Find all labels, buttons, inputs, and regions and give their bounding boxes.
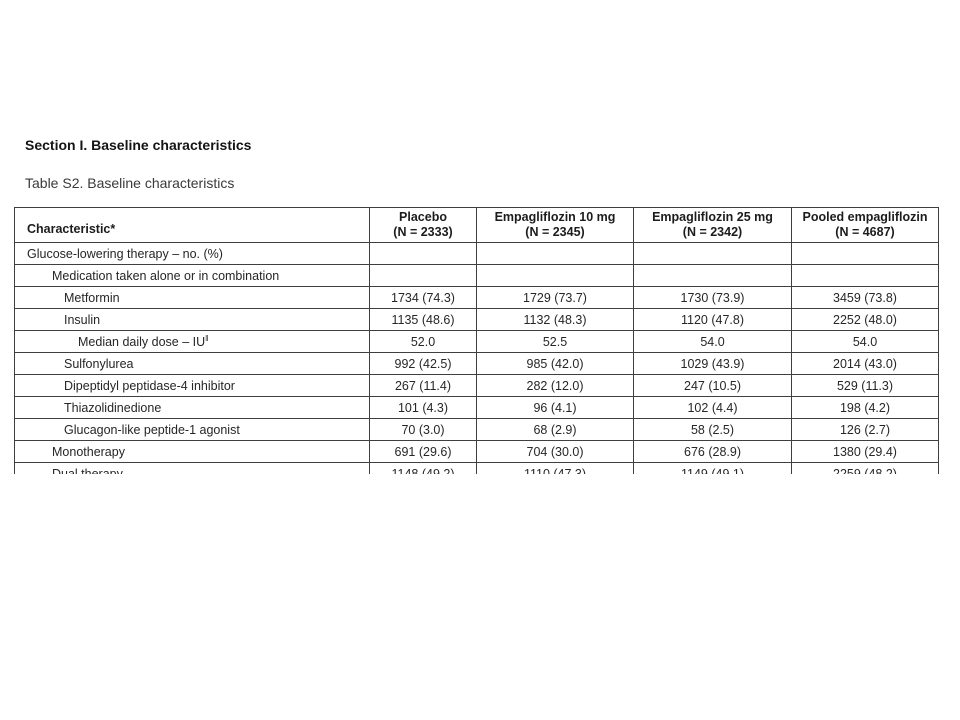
- value-cell: 54.0: [791, 330, 939, 353]
- value-cell: 1734 (74.3): [369, 286, 477, 309]
- value-cell: 1380 (29.4): [791, 440, 939, 463]
- footnote-marker: ‖: [205, 333, 209, 343]
- column-header-placebo: Placebo (N = 2333): [369, 207, 477, 243]
- column-header-label: Empagliflozin 10 mg: [494, 210, 616, 224]
- value-cell: 282 (12.0): [476, 374, 634, 397]
- value-cell: 126 (2.7): [791, 418, 939, 441]
- value-cell: 704 (30.0): [476, 440, 634, 463]
- row-label: Monotherapy: [14, 440, 370, 463]
- value-cell: 992 (42.5): [369, 352, 477, 375]
- value-cell: 68 (2.9): [476, 418, 634, 441]
- value-cell: [369, 264, 477, 287]
- column-header-n: (N = 4687): [835, 225, 895, 239]
- table-row: Median daily dose – IU‖ 52.0 52.5 54.0 54.0: [14, 330, 939, 353]
- value-cell: 52.5: [476, 330, 634, 353]
- value-cell: 1729 (73.7): [476, 286, 634, 309]
- row-label: Thiazolidinedione: [14, 396, 370, 419]
- row-label: Metformin: [14, 286, 370, 309]
- value-cell: 1730 (73.9): [633, 286, 792, 309]
- column-header-label: Empagliflozin 25 mg: [652, 210, 773, 224]
- value-cell: 2252 (48.0): [791, 308, 939, 331]
- row-label: Medication taken alone or in combination: [14, 264, 370, 287]
- column-header-empagliflozin-10mg: Empagliflozin 10 mg (N = 2345): [476, 207, 634, 243]
- value-cell: 3459 (73.8): [791, 286, 939, 309]
- value-cell: [633, 242, 792, 265]
- value-cell: 267 (11.4): [369, 374, 477, 397]
- row-label: Glucagon-like peptide-1 agonist: [14, 418, 370, 441]
- value-cell: [633, 264, 792, 287]
- table-row: Metformin 1734 (74.3) 1729 (73.7) 1730 (73.…: [14, 286, 939, 309]
- row-label: Insulin: [14, 308, 370, 331]
- value-cell: [476, 242, 634, 265]
- value-cell: 247 (10.5): [633, 374, 792, 397]
- column-header-empagliflozin-25mg: Empagliflozin 25 mg (N = 2342): [633, 207, 792, 243]
- table-row: Dipeptidyl peptidase-4 inhibitor 267 (11.…: [14, 374, 939, 397]
- table-header-row: Characteristic* Placebo (N = 2333) Empag…: [14, 207, 939, 243]
- value-cell: 529 (11.3): [791, 374, 939, 397]
- value-cell: [791, 242, 939, 265]
- value-cell: 198 (4.2): [791, 396, 939, 419]
- value-cell: 1135 (48.6): [369, 308, 477, 331]
- row-label: Dipeptidyl peptidase-4 inhibitor: [14, 374, 370, 397]
- value-cell: 676 (28.9): [633, 440, 792, 463]
- value-cell: 691 (29.6): [369, 440, 477, 463]
- column-header-n: (N = 2345): [525, 225, 585, 239]
- value-cell: 70 (3.0): [369, 418, 477, 441]
- row-label: Median daily dose – IU‖: [14, 330, 370, 353]
- value-cell: 2259 (48.2): [791, 462, 939, 474]
- table-row: Dual therapy 1148 (49.2) 1110 (47.3) 1149 (…: [14, 462, 939, 474]
- value-cell: 54.0: [633, 330, 792, 353]
- value-cell: 1148 (49.2): [369, 462, 477, 474]
- table-row: Glucagon-like peptide-1 agonist 70 (3.0) 6…: [14, 418, 939, 441]
- table-row: Monotherapy 691 (29.6) 704 (30.0) 676 (28.9…: [14, 440, 939, 463]
- value-cell: 2014 (43.0): [791, 352, 939, 375]
- row-label: Glucose-lowering therapy – no. (%): [14, 242, 370, 265]
- value-cell: 1120 (47.8): [633, 308, 792, 331]
- value-cell: 1110 (47.3): [476, 462, 634, 474]
- column-header-label: Placebo: [399, 210, 447, 224]
- column-header-characteristic: Characteristic*: [14, 207, 370, 243]
- column-header-n: (N = 2333): [393, 225, 453, 239]
- table-caption: Table S2. Baseline characteristics: [25, 175, 235, 191]
- value-cell: [369, 242, 477, 265]
- value-cell: [791, 264, 939, 287]
- value-cell: 101 (4.3): [369, 396, 477, 419]
- value-cell: 96 (4.1): [476, 396, 634, 419]
- value-cell: 985 (42.0): [476, 352, 634, 375]
- table-clip-region: Characteristic* Placebo (N = 2333) Empag…: [14, 207, 940, 474]
- value-cell: 102 (4.4): [633, 396, 792, 419]
- table-row: Medication taken alone or in combination: [14, 264, 939, 287]
- value-cell: 58 (2.5): [633, 418, 792, 441]
- value-cell: 1132 (48.3): [476, 308, 634, 331]
- value-cell: 1149 (49.1): [633, 462, 792, 474]
- section-title: Section I. Baseline characteristics: [25, 137, 252, 153]
- row-label: Dual therapy: [14, 462, 370, 474]
- row-label: Sulfonylurea: [14, 352, 370, 375]
- value-cell: 52.0: [369, 330, 477, 353]
- table-body: Glucose-lowering therapy – no. (%) Medica…: [14, 242, 939, 474]
- column-header-label: Pooled empagliflozin: [802, 210, 928, 224]
- column-header-pooled-empagliflozin: Pooled empagliflozin (N = 4687): [791, 207, 939, 243]
- value-cell: [476, 264, 634, 287]
- table-row: Insulin 1135 (48.6) 1132 (48.3) 1120 (47.8)…: [14, 308, 939, 331]
- table-row: Sulfonylurea 992 (42.5) 985 (42.0) 1029 (43…: [14, 352, 939, 375]
- column-header-n: (N = 2342): [682, 225, 743, 239]
- baseline-characteristics-table: Characteristic* Placebo (N = 2333) Empag…: [14, 207, 939, 474]
- value-cell: 1029 (43.9): [633, 352, 792, 375]
- table-row: Thiazolidinedione 101 (4.3) 96 (4.1) 102 (4…: [14, 396, 939, 419]
- table-row: Glucose-lowering therapy – no. (%): [14, 242, 939, 265]
